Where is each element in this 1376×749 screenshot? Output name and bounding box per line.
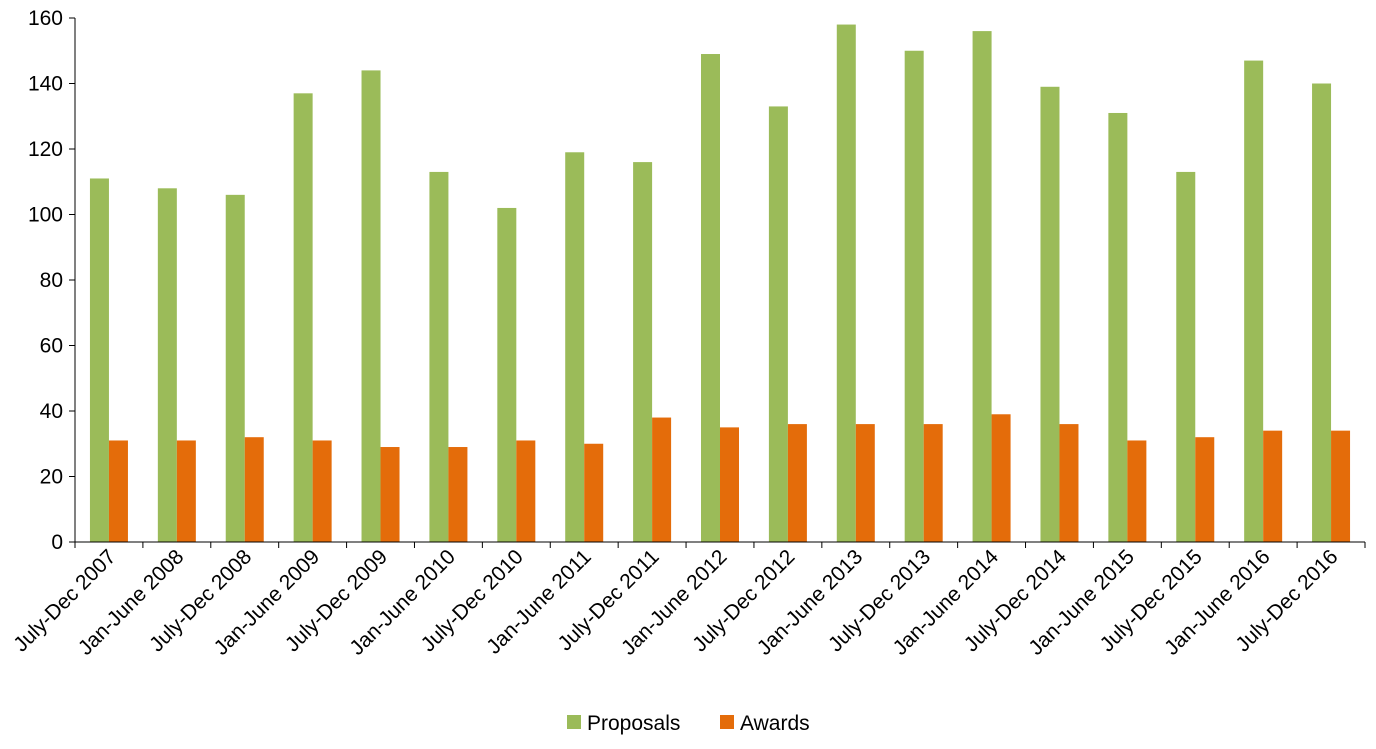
bar-proposals: [972, 31, 992, 542]
bar-awards: [855, 424, 875, 542]
bar-proposals: [1312, 83, 1332, 542]
bar-awards: [1127, 440, 1147, 542]
bar-proposals: [1108, 112, 1128, 542]
bar-proposals: [836, 24, 856, 543]
bar-proposals: [89, 178, 109, 542]
bar-proposals: [1176, 171, 1196, 543]
bar-proposals: [225, 194, 245, 542]
bar-awards: [448, 447, 468, 542]
bar-awards: [1331, 430, 1351, 542]
y-tick-label: 80: [40, 269, 63, 292]
bars: [89, 24, 1351, 543]
y-axis-ticks: 0 20 40 60 80 100 120 140 160: [28, 7, 75, 554]
bar-proposals: [1040, 86, 1060, 543]
y-tick-label: 120: [28, 138, 63, 161]
bar-proposals: [429, 171, 449, 543]
bar-proposals: [293, 93, 313, 542]
legend-swatch-proposals: [567, 715, 581, 729]
bar-proposals: [565, 152, 585, 542]
bar-awards: [1263, 430, 1283, 542]
legend-swatch-awards: [720, 715, 734, 729]
bar-awards: [652, 417, 672, 542]
bar-awards: [720, 427, 739, 542]
bar-proposals: [1244, 60, 1264, 542]
bar-awards: [176, 440, 196, 542]
bar-proposals: [701, 54, 720, 543]
bar-awards: [1059, 424, 1079, 542]
bar-awards: [584, 443, 604, 542]
y-tick-label: 100: [28, 204, 63, 227]
bar-proposals: [157, 188, 177, 543]
bar-proposals: [361, 70, 381, 543]
y-tick-label: 140: [28, 73, 63, 96]
bar-awards: [380, 447, 400, 542]
bar-proposals: [633, 162, 653, 542]
axes: [74, 18, 1365, 543]
bar-awards: [787, 424, 807, 542]
bar-awards: [312, 440, 332, 542]
y-tick-label: 40: [40, 400, 63, 423]
bar-awards: [244, 437, 264, 542]
legend: Proposals Awards: [567, 712, 810, 735]
legend-label-awards: Awards: [740, 712, 810, 735]
bar-proposals: [497, 207, 517, 542]
bar-awards: [991, 414, 1011, 542]
legend-label-proposals: Proposals: [587, 712, 680, 735]
y-tick-label: 20: [40, 466, 63, 489]
y-tick-label: 0: [51, 531, 63, 554]
bar-proposals: [768, 106, 788, 543]
bar-awards: [1195, 437, 1215, 542]
y-tick-label: 60: [40, 335, 63, 358]
bar-awards: [923, 424, 943, 542]
bar-proposals: [904, 50, 924, 542]
y-tick-label: 160: [28, 7, 63, 30]
bar-awards: [516, 440, 536, 542]
bar-awards: [108, 440, 128, 542]
